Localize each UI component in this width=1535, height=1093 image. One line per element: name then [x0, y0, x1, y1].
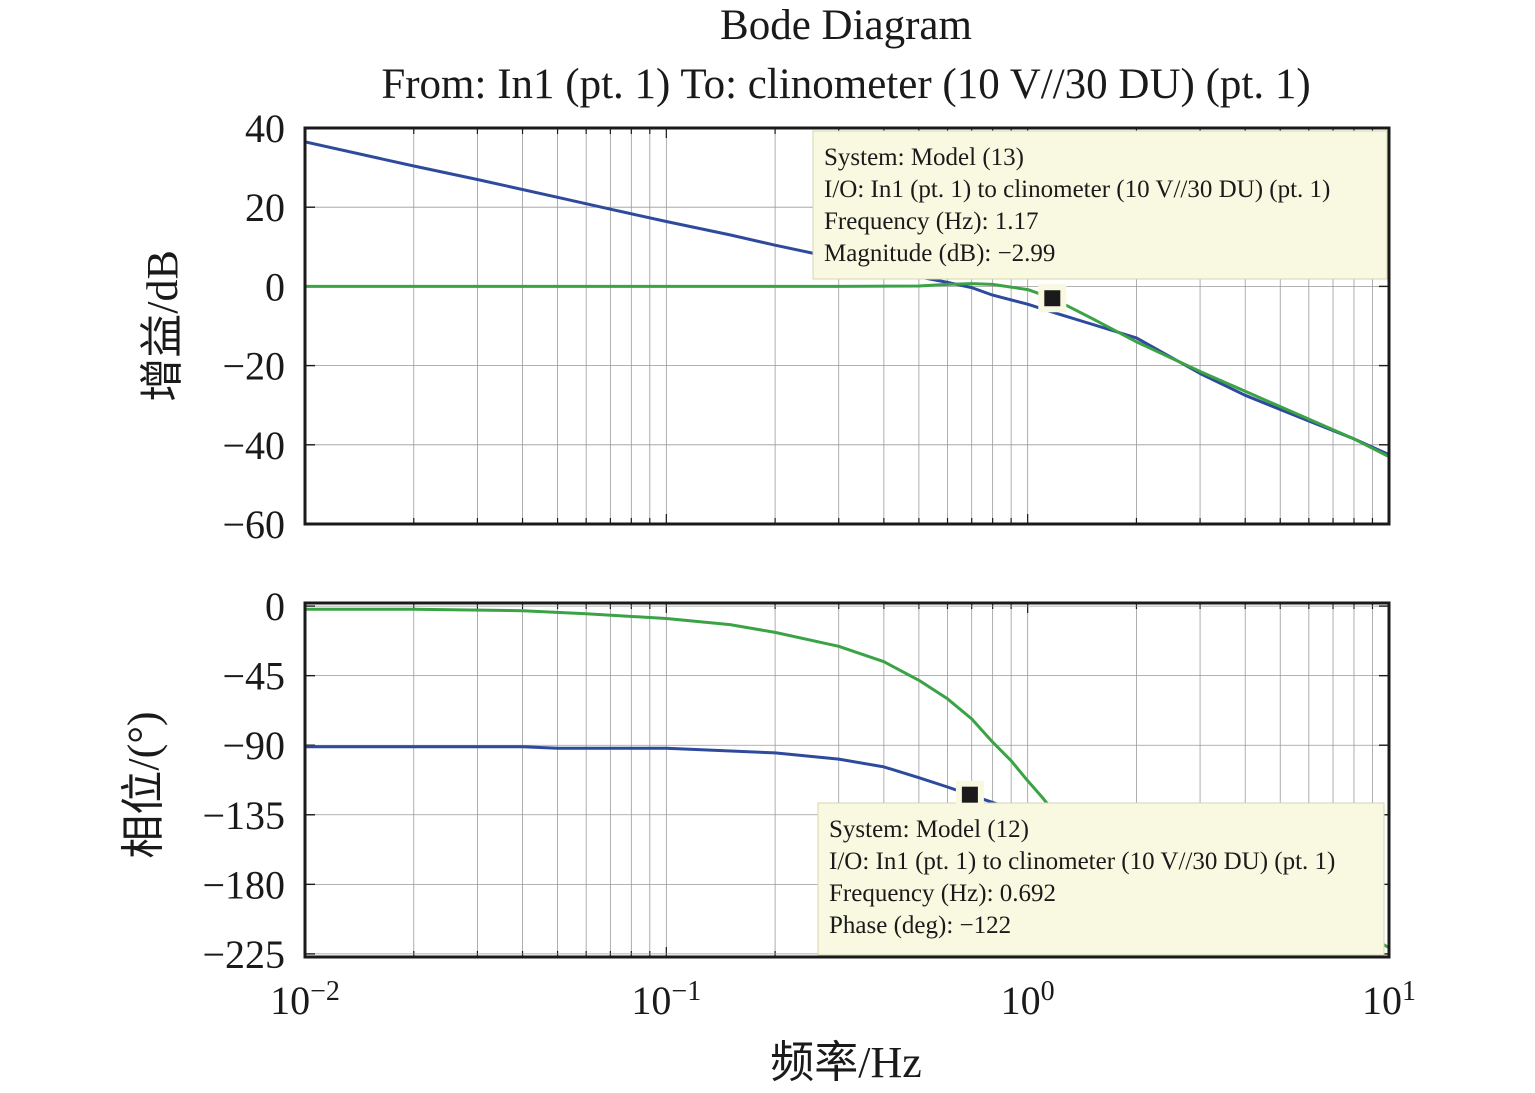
- x-tick-labels: 10−2 10−1 100 101: [270, 976, 1416, 1023]
- datatip-line: Frequency (Hz): 1.17: [824, 208, 1039, 235]
- datatip-line: I/O: In1 (pt. 1) to clinometer (10 V//30…: [829, 848, 1335, 875]
- y-tick-label: −20: [222, 344, 285, 389]
- axes-frame: [303, 601, 1391, 959]
- series-line: [305, 607, 1070, 824]
- datatip: System: Model (13) I/O: In1 (pt. 1) to cl…: [812, 130, 1388, 280]
- y-tick-label: −180: [202, 862, 285, 907]
- y-tick-label: −60: [222, 502, 285, 547]
- datatip-box: [817, 802, 1385, 956]
- magnitude-y-axis-label: 增益/dB: [138, 250, 187, 402]
- y-tick-label: 40: [245, 106, 285, 151]
- phase-y-axis-label: 相位/(°): [119, 711, 168, 858]
- datatip-line: Magnitude (dB): −2.99: [824, 240, 1055, 267]
- x-tick-label: 100: [1001, 976, 1055, 1023]
- y-tick-label: −45: [222, 654, 285, 699]
- chart-title: Bode Diagram: [720, 2, 972, 49]
- x-tick-label: 10−1: [631, 976, 701, 1023]
- datatip-marker: [961, 786, 978, 803]
- series-line: [305, 282, 1389, 459]
- y-tick-label: −225: [202, 932, 285, 977]
- x-tick-label: 10−2: [270, 976, 340, 1023]
- x-axis-label: 频率/Hz: [770, 1038, 922, 1087]
- series-line: [305, 140, 1389, 457]
- y-tick-label: 0: [265, 264, 285, 309]
- datatip-line: System: Model (13): [824, 144, 1024, 171]
- axes-frame: [303, 126, 1391, 526]
- y-tick-label: −135: [202, 793, 285, 838]
- x-tick-label: 101: [1362, 976, 1416, 1023]
- datatip-marker: [1044, 290, 1061, 307]
- datatip-box: [812, 130, 1388, 280]
- datatip-line: Phase (deg): −122: [829, 912, 1011, 939]
- magnitude-panel: 40 20 0 −20 −40 −60 System: Model (13) I/O: In1…: [222, 106, 1391, 547]
- datatip-line: I/O: In1 (pt. 1) to clinometer (10 V//30…: [824, 176, 1330, 203]
- datatip-line: Frequency (Hz): 0.692: [829, 880, 1056, 907]
- chart-subtitle: From: In1 (pt. 1) To: clinometer (10 V//…: [381, 61, 1310, 108]
- phase-panel: 0 −45 −90 −135 −180 −225 System: Model (12) I/O…: [202, 584, 1391, 977]
- y-tick-label: 20: [245, 185, 285, 230]
- y-tick-label: −90: [222, 723, 285, 768]
- y-tick-label: 0: [265, 584, 285, 629]
- datatip-line: System: Model (12): [829, 816, 1029, 843]
- datatip: System: Model (12) I/O: In1 (pt. 1) to cl…: [817, 802, 1385, 956]
- y-tick-label: −40: [222, 423, 285, 468]
